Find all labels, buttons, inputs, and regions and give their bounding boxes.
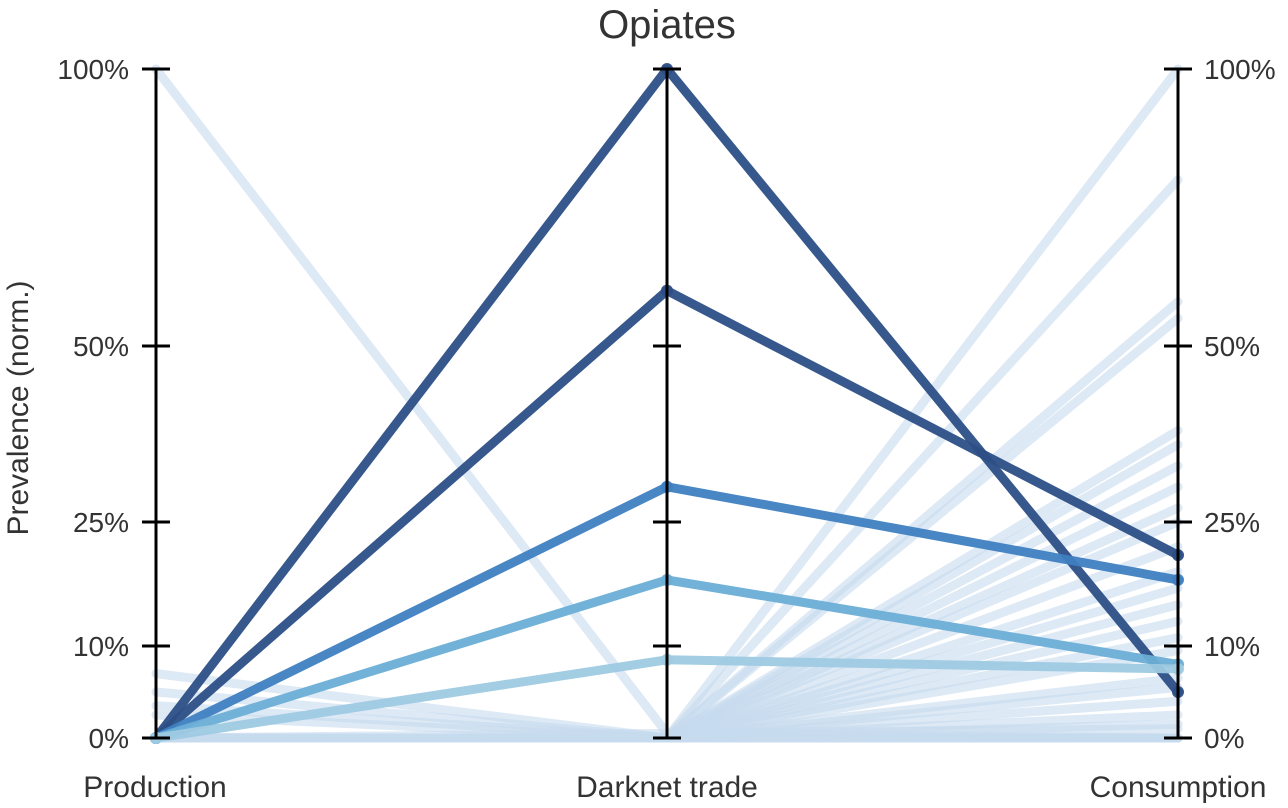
right-tick-label: 10% <box>1204 631 1260 662</box>
left-tick-label: 10% <box>73 631 129 662</box>
left-tick-label: 50% <box>73 331 129 362</box>
right-tick-label: 50% <box>1204 331 1260 362</box>
axis-name-3: Consumption <box>1090 771 1267 804</box>
parallel-axes <box>142 67 1192 740</box>
right-tick-label: 100% <box>1204 54 1276 85</box>
y-axis-label: Prevalence (norm.) <box>2 280 35 535</box>
left-tick-label: 100% <box>57 54 129 85</box>
right-tick-label: 0% <box>1204 723 1244 754</box>
right-tick-label: 25% <box>1204 507 1260 538</box>
axis-name-2: Darknet trade <box>576 771 758 804</box>
axis-labels: 0% 0% 10% 10% 25% 25% 50% 50% 100% 100% Production… <box>57 54 1275 804</box>
chart-title: Opiates <box>598 3 736 47</box>
axis-name-1: Production <box>83 771 226 804</box>
left-tick-label: 0% <box>89 723 129 754</box>
left-tick-label: 25% <box>73 507 129 538</box>
